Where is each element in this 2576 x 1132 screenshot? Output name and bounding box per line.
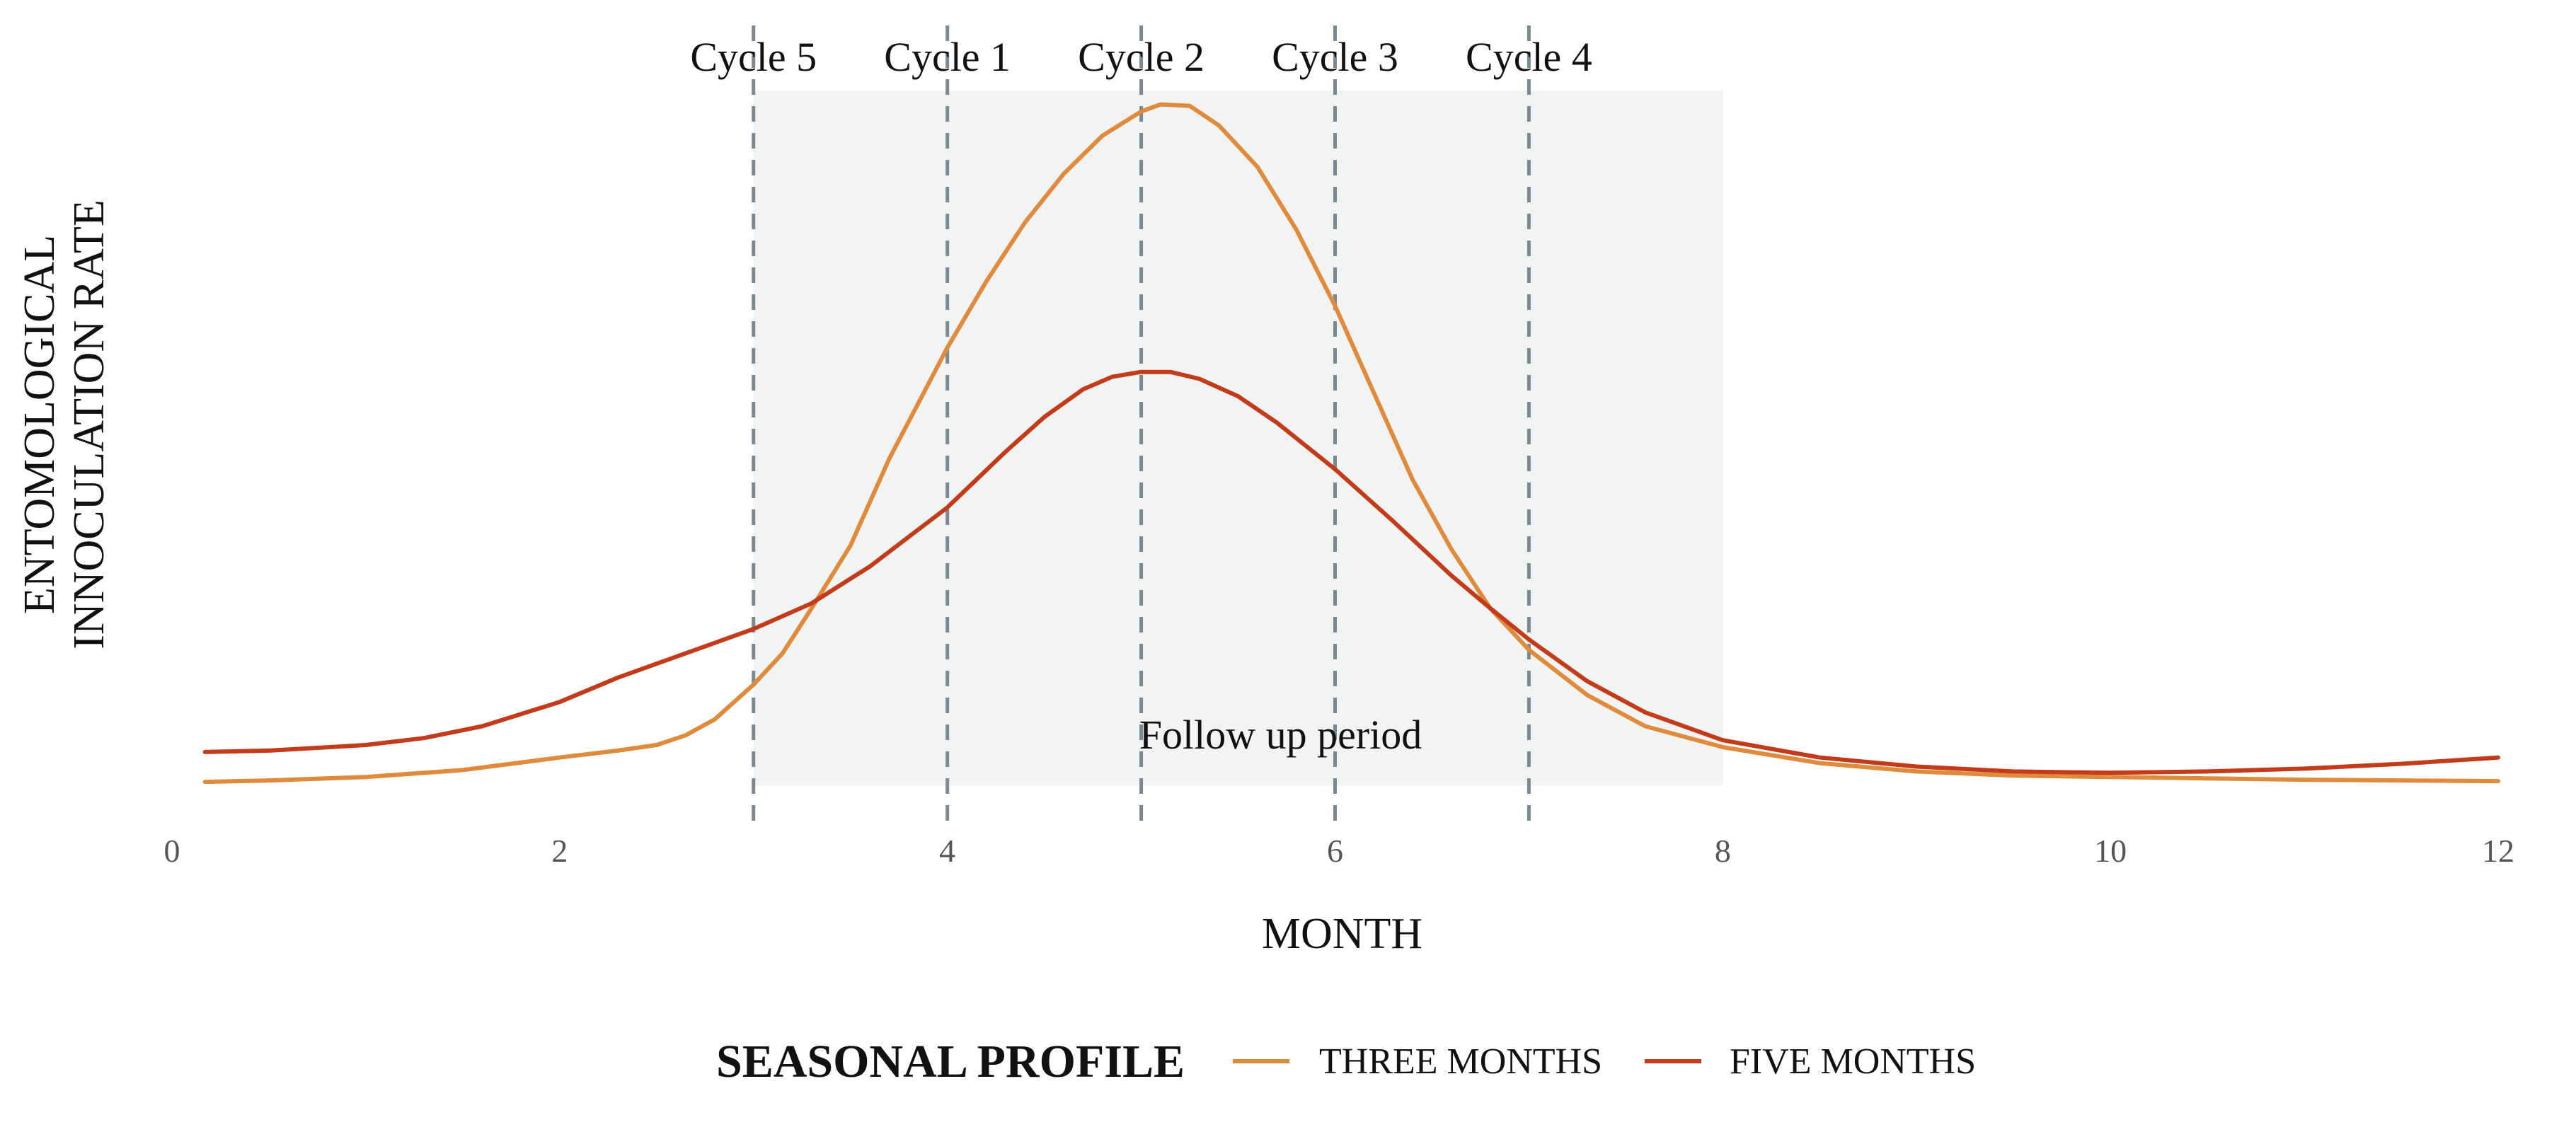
series-lines (202, 102, 2500, 785)
cycle-label: Cycle 1 (884, 34, 1011, 80)
legend-title: SEASONAL PROFILE (716, 1036, 1185, 1087)
y-axis-title-line-2: INNOCULATION RATE (65, 200, 113, 649)
series-line-three-months (202, 102, 2500, 785)
follow-up-shade (753, 91, 1723, 785)
y-axis-title: ENTOMOLOGICAL INNOCULATION RATE (16, 200, 113, 649)
cycle-label: Cycle 5 (690, 34, 817, 80)
x-tick-label: 4 (939, 833, 955, 869)
follow-up-label: Follow up period (1139, 712, 1422, 758)
x-axis-title: MONTH (1262, 910, 1422, 958)
x-tick-label: 12 (2482, 833, 2514, 869)
x-tick-labels: 0 2 4 6 8 10 12 (164, 833, 2515, 869)
x-tick-label: 2 (551, 833, 568, 869)
legend: SEASONAL PROFILE THREE MONTHS FIVE MONTHS (716, 1036, 1976, 1087)
x-tick-label: 0 (164, 833, 180, 869)
series-line-five-months (202, 369, 2500, 775)
x-tick-label: 10 (2094, 833, 2127, 869)
y-axis-title-line-1: ENTOMOLOGICAL (16, 235, 64, 614)
cycle-labels: Cycle 5 Cycle 1 Cycle 2 Cycle 3 Cycle 4 (690, 34, 1592, 80)
legend-label-five-months: FIVE MONTHS (1730, 1041, 1976, 1082)
x-tick-label: 8 (1715, 833, 1731, 869)
legend-label-three-months: THREE MONTHS (1319, 1041, 1602, 1082)
cycle-label: Cycle 4 (1466, 34, 1592, 80)
cycle-label: Cycle 2 (1078, 34, 1204, 80)
cycle-label: Cycle 3 (1272, 34, 1398, 80)
x-tick-label: 6 (1327, 833, 1343, 869)
